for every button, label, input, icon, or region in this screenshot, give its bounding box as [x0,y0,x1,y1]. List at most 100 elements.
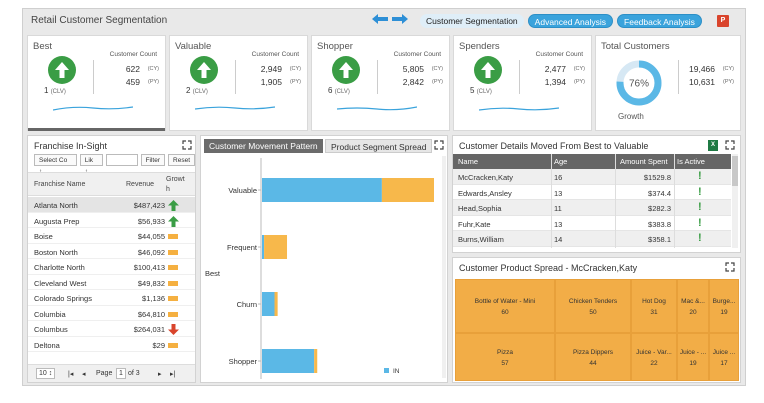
col-age[interactable]: Age [554,157,568,166]
cy-label: (CY) [722,66,734,72]
table-row[interactable]: Atlanta North $487,423 [28,197,195,213]
table-row[interactable]: Columbia $64,810 [28,306,195,321]
revenue: $1,136 [142,294,165,303]
filter-input[interactable] [105,154,138,166]
expand-icon[interactable] [725,140,735,150]
tile-value: 50 [589,309,597,316]
franchise-name: Augusta Prep [34,216,80,226]
next-page-icon[interactable]: ▸ [158,371,162,378]
treemap-tile[interactable]: Juice - ... 19 [677,333,709,381]
py-label: (PY) [432,79,443,85]
bar-segment [264,235,288,259]
growth-flat-icon [168,231,178,239]
table-row[interactable]: Charlotte North $100,413 [28,259,195,275]
py-label: (PY) [723,79,734,85]
first-page-icon[interactable]: |◂ [68,371,74,378]
tile-value: 22 [650,360,658,367]
table-row[interactable]: Augusta Prep $56,933 [28,213,195,228]
forward-arrow-icon[interactable] [391,13,409,25]
table-row[interactable]: Burns,William 14 $358.1! [453,231,731,247]
table-row[interactable]: Boston North $46,092 [28,244,195,259]
kpi-clv: 1 (CLV) [44,86,66,95]
treemap-tile[interactable]: Bottle of Water - Mini 60 [455,279,555,333]
col-franchise-name[interactable]: Franchise Name [34,181,86,188]
treemap-tile[interactable]: Hot Dog 31 [631,279,677,333]
kpi-name: Valuable [175,41,212,52]
tab-product-segment[interactable]: Product Segment Spread [325,139,433,153]
table-row[interactable]: Cleveland West $49,832 [28,275,195,290]
amount-spent: $374.4 [648,188,671,198]
tile-value: 31 [650,309,658,316]
treemap-tile[interactable]: Juice - Var... 22 [631,333,677,381]
kpi-card-best[interactable]: Best 1 (CLV) Customer Count 622 (CY) 459… [27,35,166,131]
last-page-icon[interactable]: ▸| [170,371,176,378]
kpi-card-total-customers[interactable]: Total Customers 76% Growth 19,466 (CY) 1… [595,35,741,131]
category-label: Valuable [228,186,257,195]
customer-age: 11 [554,204,562,214]
tile-value: 57 [501,360,509,367]
tab-feedback-analysis[interactable]: Feedback Analysis [617,14,702,28]
table-row[interactable]: McCracken,Katy 16 $1529.8! [453,169,731,185]
kpi-name: Total Customers [601,41,670,52]
table-row[interactable]: Fuhr,Kate 13 $383.8! [453,215,731,232]
franchise-name: Boston North [34,247,78,257]
scrollbar[interactable] [732,154,738,248]
customer-count-label: Customer Count [535,51,583,58]
page-input[interactable]: 1 [116,368,126,379]
scrollbar-thumb[interactable] [732,156,738,186]
column-divider [551,154,552,248]
kpi-clv: 2 (CLV) [186,86,208,95]
category-label: Churn [237,300,257,309]
kpi-card-shopper[interactable]: Shopper 6 (CLV) Customer Count 5,805 (CY… [311,35,450,131]
column-select[interactable]: Select Co ↕ [34,154,77,175]
customer-age: 14 [554,235,563,245]
table-row[interactable]: Boise $44,055 [28,228,195,244]
table-row[interactable]: Columbus $264,031 [28,321,195,337]
col-is-active[interactable]: Is Active [677,157,705,166]
growth-down-icon [168,324,179,337]
customer-name: Burns,William [458,235,504,245]
kpi-py-value: 459 [125,77,140,87]
back-arrow-icon[interactable] [371,13,389,25]
kpi-card-spenders[interactable]: Spenders 5 (CLV) Customer Count 2,477 (C… [453,35,592,131]
treemap-tile[interactable]: Mac &... 20 [677,279,709,333]
customer-name: McCracken,Katy [458,173,514,182]
tab-advanced-analysis[interactable]: Advanced Analysis [527,14,614,28]
table-row[interactable]: Deltona $29 [28,337,195,352]
scrollbar [442,156,446,378]
revenue: $56,933 [137,216,165,226]
expand-icon[interactable] [182,140,192,150]
powerpoint-export-icon[interactable]: P [717,15,729,27]
filter-button[interactable]: Filter [140,154,166,166]
col-revenue[interactable]: Revenue [126,181,155,188]
customer-name: Fuhr,Kate [458,219,491,229]
operator-select[interactable]: Lik ↕ [79,154,103,175]
table-row[interactable]: Colorado Springs $1,136 [28,290,195,306]
expand-icon[interactable] [725,262,735,272]
table-header: Franchise Name Revenue Growt h [28,172,195,196]
excel-export-icon[interactable]: X [708,140,718,151]
kpi-name: Best [33,41,53,52]
tab-customer-movement[interactable]: Customer Movement Pattern [204,139,323,153]
treemap-tile[interactable]: Pizza Dippers 44 [555,333,631,381]
tile-label: Mac &... [681,298,705,305]
panel-title: Franchise In-Sight [34,141,108,151]
tab-customer-segmentation[interactable]: Customer Segmentation [420,14,524,28]
treemap-tile[interactable]: Pizza 57 [455,333,555,381]
table-row[interactable]: Edwards,Ansley 13 $374.4! [453,184,731,201]
treemap-tile[interactable]: Chicken Tenders 50 [555,279,631,333]
expand-icon[interactable] [434,140,444,150]
table-row[interactable]: Head,Sophia 11 $282.3! [453,200,731,216]
bar-segment [314,349,318,373]
prev-page-icon[interactable]: ◂ [82,371,86,378]
reset-button[interactable]: Reset [168,154,195,166]
col-name[interactable]: Name [458,157,479,166]
treemap-tile[interactable]: Juice ... 17 [709,333,739,381]
col-growth[interactable]: Growt h [166,176,185,193]
kpi-card-valuable[interactable]: Valuable 2 (CLV) Customer Count 2,949 (C… [169,35,308,131]
tile-label: Juice ... [712,349,736,356]
col-amount-spent[interactable]: Amount Spent [620,157,668,166]
growth-flat-icon [168,247,178,255]
page-size-select[interactable]: 10 ↕ [36,368,56,379]
treemap-tile[interactable]: Burge... 19 [709,279,739,333]
